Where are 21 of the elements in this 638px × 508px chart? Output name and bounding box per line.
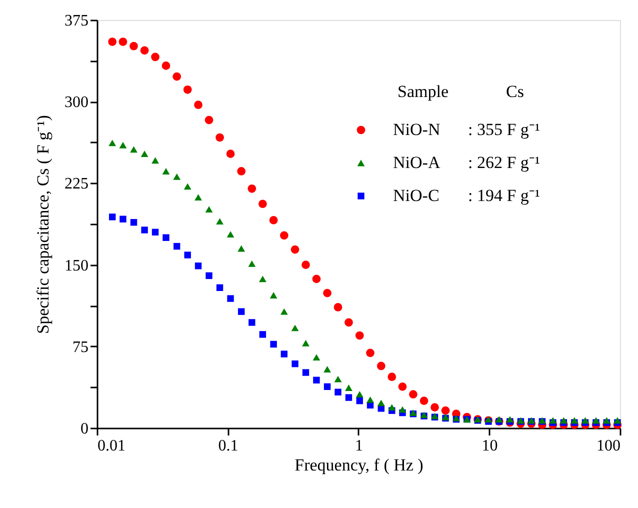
x-axis-title: Frequency, f ( Hz ) xyxy=(294,456,424,474)
y-axis-title: Specific capacitance, Cs ( F g⁻¹) xyxy=(34,115,52,334)
annotation: Cs xyxy=(506,82,524,101)
legend-label: NiO-A xyxy=(393,153,441,172)
x-tick-label: 0.1 xyxy=(218,438,238,454)
y-tick-label: 75 xyxy=(72,338,88,356)
annotation: : 194 F g⁻¹ xyxy=(468,186,540,205)
x-tick-label: 0.01 xyxy=(98,438,126,454)
legend-label: NiO-C xyxy=(393,186,440,205)
y-tick-label: 375 xyxy=(64,12,88,30)
y-tick-label: 300 xyxy=(64,94,88,112)
annotation: : 262 F g⁻¹ xyxy=(468,153,540,172)
annotation: : 355 F g⁻¹ xyxy=(468,120,540,139)
legend-label: NiO-N xyxy=(393,120,440,139)
legend-title: Sample xyxy=(398,82,448,101)
x-tick-label: 1 xyxy=(355,438,363,454)
y-tick-label: 225 xyxy=(64,176,88,193)
x-tick-label: 100 xyxy=(596,438,620,454)
x-tick-label: 10 xyxy=(482,438,498,454)
y-tick-label: 150 xyxy=(64,257,88,274)
y-tick-label: 0 xyxy=(80,420,88,438)
